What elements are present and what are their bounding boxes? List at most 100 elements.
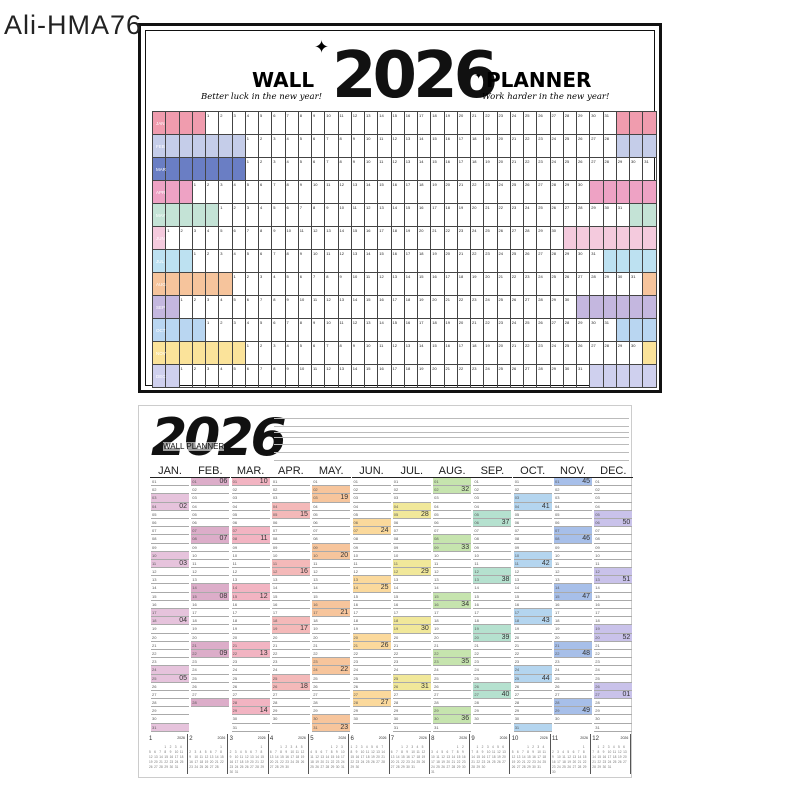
day-row[interactable]: 23 xyxy=(191,658,230,667)
day-row[interactable]: 12 16 xyxy=(271,568,310,577)
day-row[interactable]: 30 xyxy=(151,715,189,724)
day-row[interactable]: 26 xyxy=(191,683,230,691)
day-row[interactable]: 17 xyxy=(151,609,189,618)
day-row[interactable]: 17 xyxy=(352,609,391,618)
day-row[interactable]: 24 xyxy=(554,666,592,675)
day-row[interactable]: 30 xyxy=(513,715,552,724)
day-row[interactable]: 02 xyxy=(312,486,351,495)
day-row[interactable]: 04 xyxy=(191,503,230,511)
day-row[interactable]: 03 xyxy=(151,494,189,503)
day-row[interactable]: 30 xyxy=(554,715,592,724)
day-row[interactable]: 18 04 xyxy=(151,617,189,626)
day-row[interactable]: 21 xyxy=(231,641,270,650)
day-row[interactable]: 21 xyxy=(433,642,472,650)
day-row[interactable]: 18 xyxy=(554,617,592,626)
day-row[interactable]: 09 xyxy=(554,544,592,552)
day-row[interactable]: 20 xyxy=(433,634,472,642)
day-row[interactable]: 14 xyxy=(554,584,592,593)
day-row[interactable]: 28 xyxy=(312,699,351,708)
day-row[interactable]: 06 xyxy=(312,519,351,528)
day-row[interactable]: 03 19 xyxy=(312,494,351,503)
day-row[interactable]: 08 xyxy=(594,535,633,544)
day-row[interactable]: 20 xyxy=(392,634,431,642)
day-row[interactable]: 11 xyxy=(554,560,592,569)
day-row[interactable]: 29 xyxy=(271,707,310,716)
day-row[interactable]: 23 xyxy=(513,658,552,667)
day-row[interactable]: 08 xyxy=(312,535,351,544)
day-row[interactable]: 19 xyxy=(554,625,592,634)
day-row[interactable]: 31 xyxy=(151,723,189,732)
day-row[interactable]: 25 xyxy=(433,675,472,683)
day-row[interactable]: 25 xyxy=(473,675,512,683)
day-row[interactable]: 29 xyxy=(312,707,351,716)
day-row[interactable]: 25 xyxy=(231,675,270,683)
day-row[interactable]: 03 xyxy=(231,494,270,503)
day-row[interactable]: 13 38 xyxy=(473,576,512,585)
day-row[interactable]: 27 xyxy=(433,691,472,700)
day-row[interactable]: 05 xyxy=(594,510,633,519)
day-row[interactable]: 11 xyxy=(473,560,512,569)
day-row[interactable]: 19 xyxy=(191,625,230,634)
day-row[interactable]: 12 29 xyxy=(392,568,431,577)
day-row[interactable]: 10 xyxy=(191,552,230,560)
day-row[interactable]: 11 xyxy=(433,560,472,569)
day-row[interactable]: 14 xyxy=(433,584,472,593)
day-row[interactable]: 27 xyxy=(554,691,592,700)
day-row[interactable]: 28 27 xyxy=(352,699,391,708)
day-row[interactable]: 20 xyxy=(312,634,351,642)
day-row[interactable]: 22 xyxy=(312,650,351,659)
day-row[interactable]: 10 xyxy=(231,552,270,560)
day-row[interactable]: 10 xyxy=(392,552,431,560)
day-row[interactable]: 24 22 xyxy=(312,666,351,675)
day-row[interactable]: 14 xyxy=(594,584,633,593)
day-row[interactable]: 06 xyxy=(352,518,391,528)
day-row[interactable]: 11 xyxy=(352,560,391,569)
day-row[interactable]: 20 52 xyxy=(594,633,633,642)
day-row[interactable]: 28 xyxy=(231,699,270,708)
day-row[interactable]: 01 45 xyxy=(554,478,592,487)
day-row[interactable]: 15 xyxy=(312,593,351,601)
day-row[interactable]: 25 44 xyxy=(513,674,552,683)
day-row[interactable]: 21 xyxy=(392,642,431,650)
day-row[interactable]: 08 46 xyxy=(554,535,592,544)
day-row[interactable]: 09 xyxy=(231,544,270,552)
day-row[interactable]: 09 33 xyxy=(433,543,472,552)
day-row[interactable]: 05 xyxy=(191,511,230,519)
day-row[interactable]: 21 xyxy=(312,642,351,650)
day-row[interactable]: 30 xyxy=(473,715,512,724)
day-row[interactable]: 19 xyxy=(352,625,391,634)
day-row[interactable]: 29 xyxy=(433,707,472,716)
day-row[interactable]: 25 xyxy=(191,675,230,683)
day-row[interactable]: 26 xyxy=(312,683,351,691)
day-row[interactable]: 11 xyxy=(594,560,633,569)
day-row[interactable]: 28 xyxy=(473,699,512,708)
day-row[interactable]: 02 xyxy=(191,486,230,495)
day-row[interactable]: 26 xyxy=(151,683,189,691)
day-row[interactable]: 23 xyxy=(392,658,431,667)
day-row[interactable]: 30 36 xyxy=(433,715,472,724)
day-row[interactable]: 26 xyxy=(352,683,391,691)
day-row[interactable]: 16 xyxy=(271,601,310,609)
day-row[interactable]: 24 xyxy=(231,666,270,675)
day-row[interactable]: 20 xyxy=(513,634,552,642)
day-row[interactable]: 23 35 xyxy=(433,658,472,667)
day-row[interactable]: 16 xyxy=(513,601,552,609)
day-row[interactable]: 13 xyxy=(191,576,230,585)
day-row[interactable]: 07 xyxy=(151,527,189,536)
day-row[interactable]: 14 xyxy=(231,584,270,593)
day-row[interactable]: 26 18 xyxy=(271,682,310,691)
day-row[interactable]: 22 xyxy=(433,649,472,659)
day-row[interactable]: 26 xyxy=(433,683,472,691)
day-row[interactable]: 03 xyxy=(392,494,431,503)
day-row[interactable]: 19 xyxy=(513,625,552,634)
day-row[interactable]: 01 xyxy=(392,478,431,487)
day-row[interactable]: 05 xyxy=(312,511,351,519)
day-row[interactable]: 01 xyxy=(513,478,552,487)
day-row[interactable]: 06 xyxy=(554,519,592,528)
day-row[interactable]: 01 xyxy=(271,478,310,487)
day-row[interactable]: 13 xyxy=(271,576,310,585)
day-row[interactable]: 31 23 xyxy=(312,723,351,732)
day-row[interactable]: 09 xyxy=(513,544,552,552)
day-row[interactable]: 18 xyxy=(312,617,351,626)
day-row[interactable]: 02 xyxy=(473,486,512,495)
